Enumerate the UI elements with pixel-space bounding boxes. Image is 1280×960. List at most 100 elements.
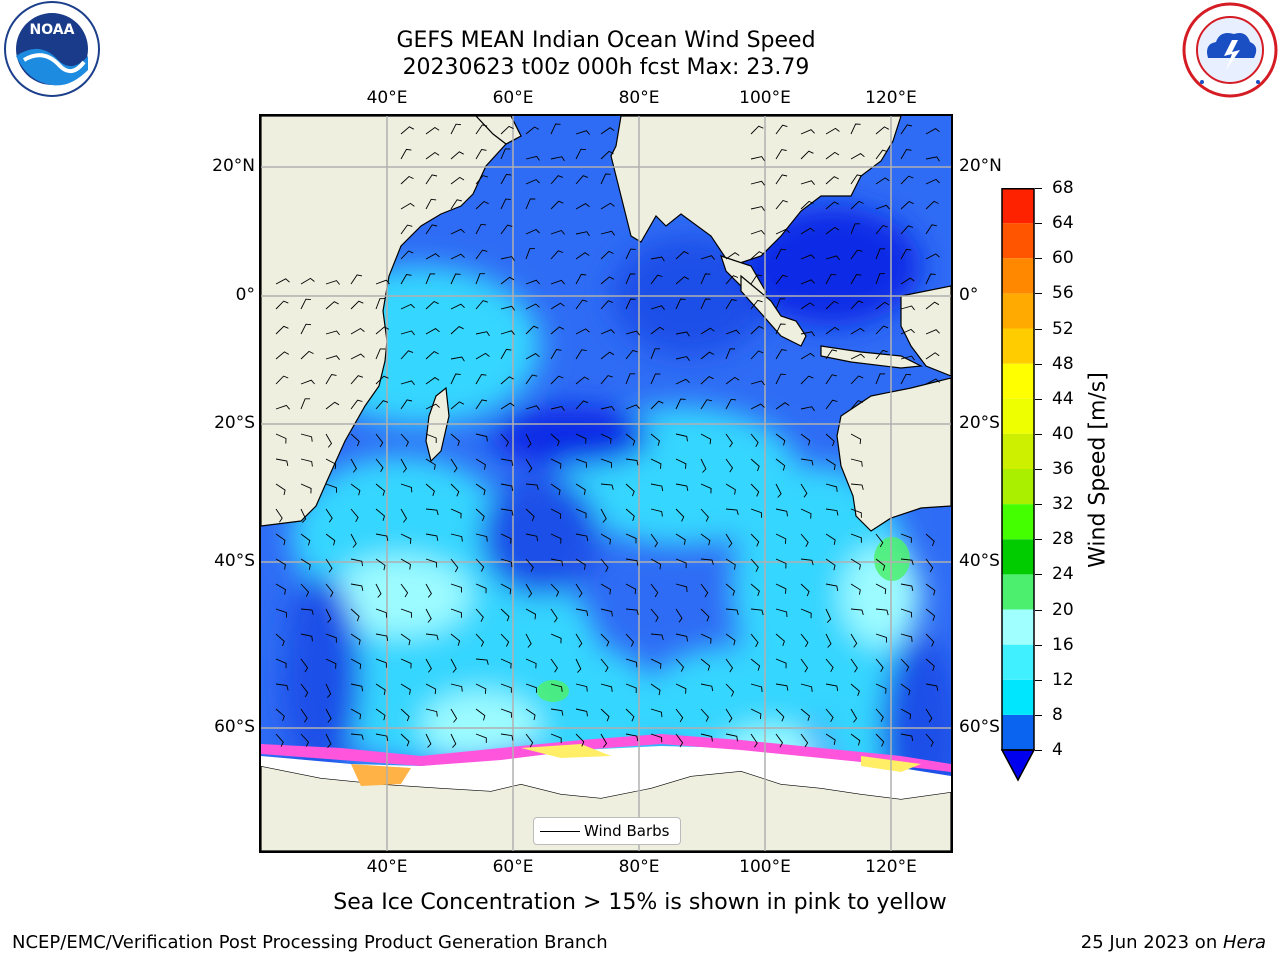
wind-barb <box>600 173 611 185</box>
wind-barb <box>325 608 332 623</box>
wind-barb <box>575 148 587 160</box>
colorbar-segment <box>1002 398 1034 434</box>
wind-barb <box>575 708 588 717</box>
nws-logo <box>1180 0 1280 100</box>
wind-barb <box>600 733 608 748</box>
wind-barb <box>500 330 515 335</box>
wind-barb <box>350 433 360 447</box>
wind-barb <box>300 733 310 747</box>
wind-barb <box>600 150 614 160</box>
wind-barb <box>400 399 413 410</box>
wind-barb <box>825 300 839 310</box>
wind-barb <box>900 583 914 591</box>
wind-barb <box>825 533 836 545</box>
wind-barb <box>350 300 364 310</box>
wind-barb <box>325 483 337 493</box>
wind-barb <box>850 633 858 648</box>
lon-tick-top-120e: 120°E <box>865 88 917 108</box>
wind-barb <box>700 327 715 335</box>
wind-barb <box>700 583 709 598</box>
wind-barb <box>875 349 888 360</box>
wind-barb <box>925 733 934 747</box>
wind-barb <box>925 708 933 723</box>
wind-barb <box>550 349 562 360</box>
wind-barb <box>350 327 365 335</box>
sea-ice-caption: Sea Ice Concentration > 15% is shown in … <box>333 890 947 915</box>
wind-barb <box>375 533 389 541</box>
wind-barb <box>775 349 787 360</box>
wind-barb <box>350 558 364 567</box>
wind-barb <box>875 658 884 673</box>
wind-barb <box>550 533 562 544</box>
wind-barb <box>575 483 586 495</box>
wind-barb <box>825 433 835 447</box>
wind-barb <box>775 174 788 185</box>
wind-speed-map[interactable] <box>259 114 953 853</box>
wind-barb <box>325 330 340 336</box>
lon-tick-top-40e: 40°E <box>366 88 408 108</box>
wind-barb <box>925 583 936 596</box>
wind-barb <box>600 276 615 285</box>
wind-barb <box>425 508 439 516</box>
colorbar-tick-mark <box>1035 714 1042 716</box>
wind-barb <box>725 483 736 495</box>
wind-barb <box>800 633 809 648</box>
wind-barb <box>525 633 532 648</box>
wind-barb <box>450 326 464 335</box>
wind-barb <box>750 683 763 692</box>
wind-barb <box>725 583 736 596</box>
wind-barb <box>375 633 389 641</box>
colorbar-tick-label: 48 <box>1052 353 1074 374</box>
wind-barb <box>900 683 911 696</box>
wind-barb <box>500 483 514 491</box>
wind-barb <box>425 403 440 410</box>
wind-barb <box>850 353 865 360</box>
wind-barb <box>775 658 787 669</box>
colorbar-tick-mark <box>1035 433 1042 435</box>
wind-barb <box>675 608 683 623</box>
wind-barb <box>825 326 840 335</box>
wind-barb <box>350 508 359 523</box>
wind-barb <box>275 483 286 496</box>
wind-barb <box>325 633 337 643</box>
wind-barb <box>525 198 536 210</box>
lat-tick-right-20s: 20°S <box>959 413 1000 433</box>
wind-barb <box>475 683 487 694</box>
wind-barb <box>825 349 838 360</box>
wind-barb <box>675 508 685 522</box>
wind-barb <box>650 373 661 385</box>
wind-barb <box>275 375 289 385</box>
wind-barb <box>375 708 386 721</box>
wind-barb <box>675 558 687 569</box>
lat-tick-left-20n: 20°N <box>212 156 255 176</box>
wind-barb <box>925 558 934 573</box>
wind-barb <box>600 300 614 310</box>
wind-barb <box>900 658 910 672</box>
wind-barb <box>875 248 885 260</box>
wind-barb <box>575 608 589 616</box>
wind-barb <box>725 658 734 673</box>
wind-barb <box>825 558 836 571</box>
wind-barb <box>925 273 936 285</box>
wind-barb <box>750 733 758 748</box>
wind-barb <box>800 508 812 519</box>
wind-barb <box>725 733 738 742</box>
wind-barb <box>775 298 786 310</box>
wind-barb <box>450 483 460 497</box>
wind-barb <box>700 255 715 260</box>
wind-barb <box>750 508 762 518</box>
wind-barb <box>600 202 615 210</box>
colorbar-tick-label: 52 <box>1052 318 1074 339</box>
wind-barb <box>425 458 436 470</box>
wind-barb <box>750 350 764 360</box>
colorbar-tick-label: 36 <box>1052 459 1074 479</box>
wind-barb <box>450 733 457 748</box>
wind-barb <box>450 658 457 673</box>
wind-barb <box>725 708 733 723</box>
wind-barb <box>675 708 684 723</box>
wind-barb <box>775 433 786 446</box>
wind-barb <box>475 352 490 360</box>
wind-barb <box>800 279 815 285</box>
wind-barb <box>850 608 864 616</box>
wind-barb <box>550 708 564 716</box>
